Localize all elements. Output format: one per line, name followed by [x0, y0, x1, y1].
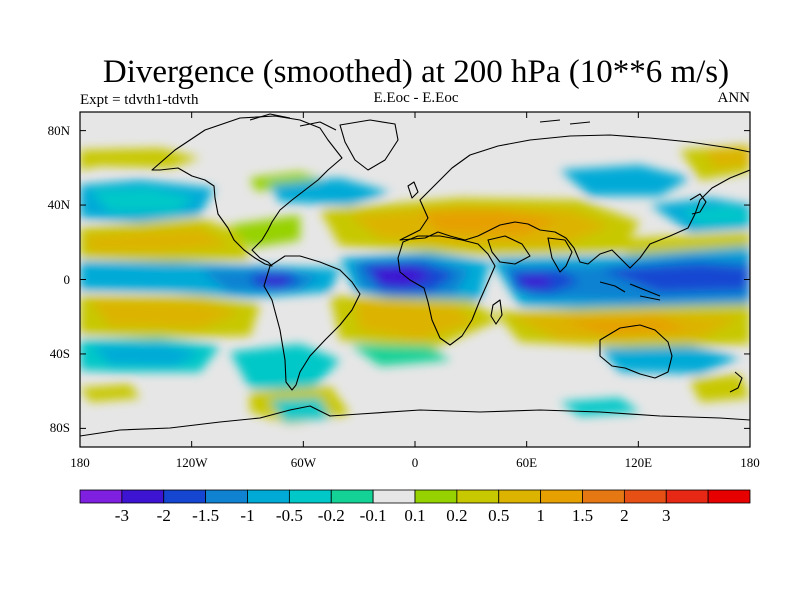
lat-tick-label: 80N [47, 122, 70, 138]
colorbar-swatch [330, 489, 374, 504]
colorbar-swatch [540, 489, 583, 504]
experiment-label: Expt = tdvth1-tdvth [80, 92, 199, 108]
colorbar-label: 0.5 [488, 506, 510, 525]
colorbar-label: 0.2 [446, 506, 468, 525]
contour-positive [420, 210, 560, 236]
contour-negative [600, 264, 750, 292]
colorbar-label: -1.5 [192, 506, 220, 525]
colorbar-label: -3 [114, 506, 129, 525]
contour-negative [560, 165, 690, 196]
coastline-europe-asia [399, 134, 750, 269]
coastline-new-zealand [729, 371, 743, 393]
coastline-antarctica [80, 405, 750, 437]
lon-tick-label: 180 [70, 455, 90, 470]
coastline-south-america [263, 255, 361, 391]
contour-positive [690, 374, 750, 402]
contour-positive [80, 148, 200, 170]
colorbar-label: -0.5 [275, 506, 303, 525]
contour-negative [92, 344, 200, 366]
colorbar-label: -2 [156, 506, 171, 525]
colorbar-label: 0.1 [404, 506, 426, 525]
colorbar [79, 489, 751, 504]
contour-negative [372, 266, 432, 288]
lat-tick-label: 80S [49, 420, 70, 436]
contour-positive [705, 148, 750, 168]
lat-tick-label: 0 [63, 271, 71, 287]
colorbar-label: -0.1 [359, 506, 387, 525]
coastline-india [547, 237, 573, 273]
coastlines [80, 113, 750, 437]
lat-tick-label: 40S [49, 345, 70, 361]
colorbar-swatch [665, 489, 709, 504]
colorbar-swatch [288, 489, 332, 504]
coastline-uk [407, 181, 419, 199]
coastline-japan [689, 193, 707, 215]
lon-tick-label: 0 [411, 455, 419, 470]
colorbar-swatch [498, 489, 542, 504]
contour-negative [262, 277, 288, 286]
coastline-africa [397, 235, 496, 346]
chart-title: Divergence (smoothed) at 200 hPa (10**6 … [102, 54, 730, 90]
coastline-indonesia [599, 281, 661, 301]
colorbar-swatch [414, 489, 458, 504]
contour-positive [90, 300, 240, 328]
colorbar-swatch [163, 489, 207, 504]
contour-negative [520, 276, 550, 288]
contour-positive [230, 215, 300, 248]
contour-negative [270, 178, 390, 205]
lon-tick-label: 60E [516, 455, 538, 470]
colorbar-swatch [372, 489, 416, 504]
coastline-greenland [339, 119, 399, 171]
contour-negative [600, 346, 740, 374]
contour-negative [350, 344, 450, 366]
coastline-arctic-islands [249, 113, 591, 131]
colorbar-label: 3 [662, 506, 671, 525]
lon-tick-label: 120W [175, 455, 208, 470]
colorbar-swatch [205, 489, 248, 504]
lon-tick-label: 60W [290, 455, 316, 470]
coastline-madagascar [490, 299, 503, 325]
colorbar-swatch [121, 489, 165, 504]
colorbar-swatch [456, 489, 500, 504]
season-label: ANN [717, 90, 751, 106]
contour-negative [680, 206, 750, 224]
colorbar-label: 2 [620, 506, 629, 525]
colorbar-label: 1.5 [571, 506, 594, 525]
colorbar-label: -1 [240, 506, 255, 525]
coastline-arabia [487, 235, 531, 265]
colorbar-swatch [707, 489, 751, 504]
contour-negative [270, 398, 330, 422]
lon-tick-label: 180 [740, 455, 760, 470]
colorbar-swatch [582, 489, 625, 504]
lon-tick-label: 120E [624, 455, 653, 470]
colorbar-swatch [79, 489, 123, 504]
colorbar-label: -0.2 [317, 506, 345, 525]
colorbar-swatch [623, 489, 667, 504]
contour-positive [85, 228, 230, 252]
contour-negative [90, 188, 195, 212]
contour-positive [355, 300, 475, 340]
axis-ticks [79, 112, 751, 447]
colorbar-swatch [247, 489, 290, 504]
coastline-australia [599, 324, 673, 379]
contour-fill-layer [80, 145, 750, 424]
contour-positive [80, 384, 140, 402]
colorbar-label: 1 [536, 506, 545, 525]
lat-tick-label: 40N [47, 197, 70, 213]
case-label: E.Eoc - E.Eoc [373, 90, 459, 106]
